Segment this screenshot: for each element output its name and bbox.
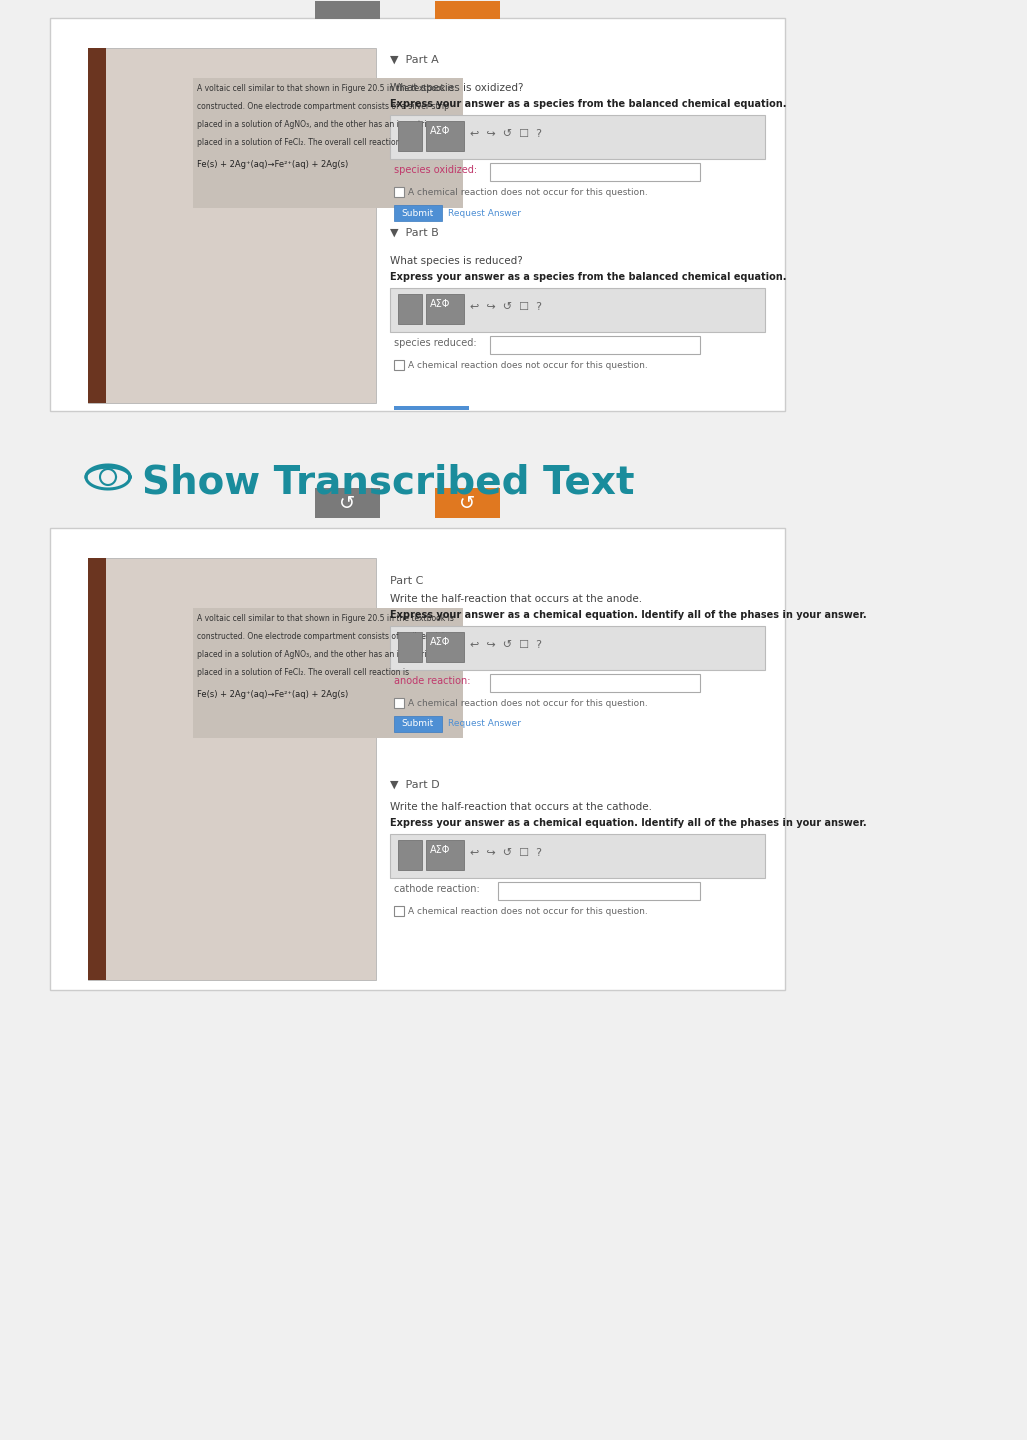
Text: A chemical reaction does not occur for this question.: A chemical reaction does not occur for t… (408, 698, 648, 708)
Text: ↩  ↪  ↺  ☐  ?: ↩ ↪ ↺ ☐ ? (470, 130, 542, 140)
Text: species oxidized:: species oxidized: (394, 166, 478, 176)
Text: constructed. One electrode compartment consists of a silver strip: constructed. One electrode compartment c… (197, 102, 449, 111)
Text: placed in a solution of AgNO₃, and the other has an iron strip: placed in a solution of AgNO₃, and the o… (197, 649, 431, 660)
Text: species reduced:: species reduced: (394, 338, 477, 348)
Text: placed in a solution of FeCl₂. The overall cell reaction is: placed in a solution of FeCl₂. The overa… (197, 668, 409, 677)
Text: anode reaction:: anode reaction: (394, 675, 470, 685)
Bar (394, 360, 404, 370)
Text: ↩  ↪  ↺  ☐  ?: ↩ ↪ ↺ ☐ ? (470, 848, 542, 858)
Text: What species is oxidized?: What species is oxidized? (390, 84, 524, 94)
Bar (390, 626, 765, 670)
Text: What species is reduced?: What species is reduced? (390, 256, 523, 266)
Bar (390, 288, 765, 333)
Bar (435, 1, 500, 19)
Text: Submit: Submit (402, 209, 434, 217)
Text: ▼  Part B: ▼ Part B (390, 228, 439, 238)
Text: Express your answer as a species from the balanced chemical equation.: Express your answer as a species from th… (390, 272, 787, 282)
Text: Express your answer as a chemical equation. Identify all of the phases in your a: Express your answer as a chemical equati… (390, 611, 867, 621)
Bar (88, 557, 106, 981)
Text: ↩  ↪  ↺  ☐  ?: ↩ ↪ ↺ ☐ ? (470, 302, 542, 312)
Bar (426, 632, 464, 662)
Text: ΑΣΦ: ΑΣΦ (430, 636, 451, 647)
Text: ↺: ↺ (339, 494, 355, 513)
Text: A chemical reaction does not occur for this question.: A chemical reaction does not occur for t… (408, 907, 648, 916)
Text: A voltaic cell similar to that shown in Figure 20.5 in the textbook is: A voltaic cell similar to that shown in … (197, 613, 454, 624)
Bar (88, 48, 106, 403)
Bar (426, 294, 464, 324)
Text: Express your answer as a species from the balanced chemical equation.: Express your answer as a species from th… (390, 99, 787, 109)
Text: Fe(s) + 2Ag⁺(aq)→Fe²⁺(aq) + 2Ag(s): Fe(s) + 2Ag⁺(aq)→Fe²⁺(aq) + 2Ag(s) (197, 160, 348, 168)
Text: A voltaic cell similar to that shown in Figure 20.5 in the textbook is: A voltaic cell similar to that shown in … (197, 84, 454, 94)
Bar (435, 488, 500, 518)
Text: Request Answer: Request Answer (448, 209, 521, 217)
Bar (398, 121, 422, 151)
Bar (394, 204, 442, 220)
Text: ΑΣΦ: ΑΣΦ (430, 125, 451, 135)
Bar (394, 406, 469, 410)
Bar (498, 881, 700, 900)
Bar (394, 716, 442, 732)
Text: Request Answer: Request Answer (448, 720, 521, 729)
Text: cathode reaction:: cathode reaction: (394, 884, 480, 894)
Bar (490, 163, 700, 181)
Text: Express your answer as a chemical equation. Identify all of the phases in your a: Express your answer as a chemical equati… (390, 818, 867, 828)
Text: ΑΣΦ: ΑΣΦ (430, 845, 451, 855)
Text: ▼  Part A: ▼ Part A (390, 55, 439, 65)
Bar (88, 557, 376, 981)
Bar (390, 115, 765, 158)
Text: Write the half-reaction that occurs at the anode.: Write the half-reaction that occurs at t… (390, 593, 642, 603)
Text: Submit: Submit (402, 720, 434, 729)
Bar (50, 17, 785, 410)
Bar (390, 834, 765, 878)
Text: Part C: Part C (390, 576, 423, 586)
Text: Show Transcribed Text: Show Transcribed Text (142, 464, 635, 503)
Bar (398, 632, 422, 662)
Bar (426, 840, 464, 870)
Bar (50, 528, 785, 991)
Bar (490, 674, 700, 693)
Bar (398, 294, 422, 324)
Text: placed in a solution of AgNO₃, and the other has an iron strip: placed in a solution of AgNO₃, and the o… (197, 120, 431, 130)
Text: A chemical reaction does not occur for this question.: A chemical reaction does not occur for t… (408, 189, 648, 197)
Bar (315, 488, 380, 518)
Text: ▼  Part D: ▼ Part D (390, 780, 440, 791)
Bar (394, 187, 404, 197)
Text: A chemical reaction does not occur for this question.: A chemical reaction does not occur for t… (408, 361, 648, 370)
Bar (88, 48, 376, 403)
Bar (193, 78, 463, 207)
Text: Fe(s) + 2Ag⁺(aq)→Fe²⁺(aq) + 2Ag(s): Fe(s) + 2Ag⁺(aq)→Fe²⁺(aq) + 2Ag(s) (197, 690, 348, 698)
Bar (398, 840, 422, 870)
Text: Write the half-reaction that occurs at the cathode.: Write the half-reaction that occurs at t… (390, 802, 652, 812)
Bar (394, 906, 404, 916)
Text: placed in a solution of FeCl₂. The overall cell reaction is: placed in a solution of FeCl₂. The overa… (197, 138, 409, 147)
Text: ↺: ↺ (459, 494, 476, 513)
Bar (193, 608, 463, 737)
Bar (315, 1, 380, 19)
Bar (394, 698, 404, 708)
Text: constructed. One electrode compartment consists of a silver strip: constructed. One electrode compartment c… (197, 632, 449, 641)
Bar (490, 336, 700, 354)
Text: ↩  ↪  ↺  ☐  ?: ↩ ↪ ↺ ☐ ? (470, 639, 542, 649)
Bar (426, 121, 464, 151)
Text: ΑΣΦ: ΑΣΦ (430, 300, 451, 310)
